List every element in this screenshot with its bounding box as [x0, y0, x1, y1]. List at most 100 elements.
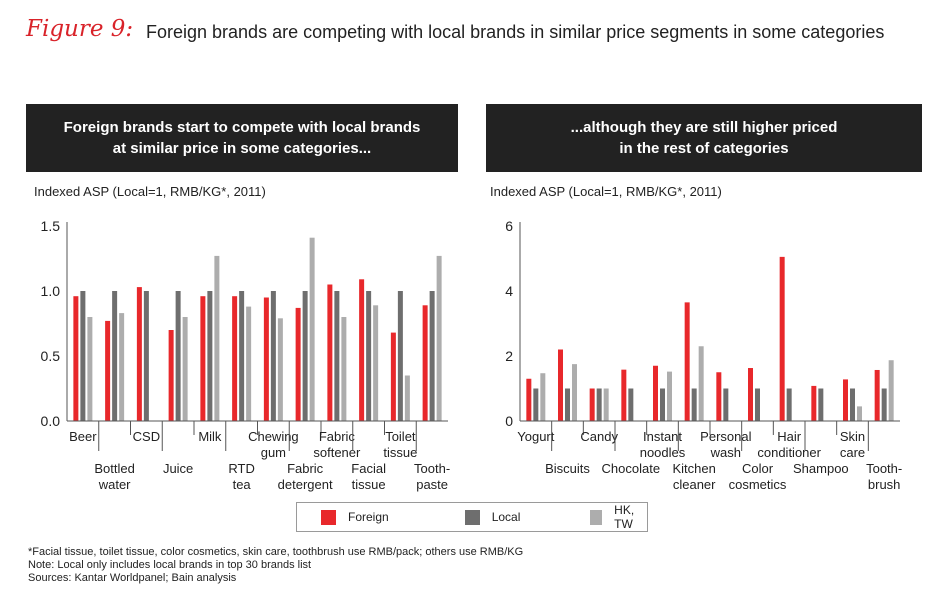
- left-bar-local: [270, 291, 276, 421]
- left-bar-foreign: [263, 297, 269, 421]
- legend-label-hktw: HK, TW: [614, 503, 635, 531]
- right-category-label: cosmetics: [729, 477, 787, 492]
- footnotes: *Facial tissue, toilet tissue, color cos…: [28, 546, 523, 585]
- right-bar-foreign: [748, 368, 753, 421]
- right-bar-local: [850, 388, 855, 421]
- left-category-label: Beer: [69, 429, 97, 444]
- figure-title: Foreign brands are competing with local …: [146, 22, 885, 42]
- left-category-label: Toilet: [385, 429, 416, 444]
- left-bar-foreign: [390, 332, 396, 421]
- right-category-label: Candy: [580, 429, 618, 444]
- left-bar-foreign: [200, 296, 206, 421]
- right-category-label: cleaner: [673, 477, 716, 492]
- left-bar-hktw: [404, 375, 410, 421]
- right-bar-local: [881, 388, 887, 421]
- footnote-1: *Facial tissue, toilet tissue, color cos…: [28, 546, 524, 558]
- right-bar-local: [660, 388, 665, 421]
- right-bar-hktw: [857, 406, 862, 421]
- right-category-label: Biscuits: [545, 461, 590, 476]
- right-bar-local: [691, 388, 697, 421]
- left-bar-hktw: [373, 305, 379, 421]
- left-bar-foreign: [359, 279, 365, 421]
- left-bar-local: [175, 291, 181, 421]
- left-bar-local: [366, 291, 372, 421]
- left-bar-foreign: [232, 296, 238, 421]
- right-category-label: Shampoo: [793, 461, 849, 476]
- left-bar-foreign: [168, 330, 174, 421]
- right-category-label: brush: [868, 477, 901, 492]
- left-bar-hktw: [341, 317, 347, 421]
- right-bar-local: [755, 388, 760, 421]
- left-bar-local: [397, 291, 403, 421]
- right-bar-hktw: [603, 388, 609, 421]
- left-bar-foreign: [295, 307, 301, 421]
- left-category-label: RTD: [228, 461, 254, 476]
- left-bar-hktw: [182, 317, 188, 421]
- right-bar-local: [533, 388, 539, 421]
- right-category-label: Color: [742, 461, 774, 476]
- left-bar-hktw: [214, 255, 220, 421]
- right-bar-hktw: [888, 360, 894, 421]
- left-panel-title-line-2: at similar price in some categories...: [112, 140, 372, 157]
- legend-swatch-foreign: [321, 509, 336, 525]
- left-bar-hktw: [277, 318, 283, 421]
- right-bar-foreign: [589, 388, 595, 421]
- left-panel-title-line-1: Foreign brands start to compete with loc…: [63, 119, 421, 136]
- left-category-label: tissue: [383, 445, 417, 460]
- right-category-label: Tooth-: [866, 461, 902, 476]
- legend-item-foreign: Foreign: [321, 509, 389, 525]
- left-category-label: Facial: [351, 461, 386, 476]
- right-bar-foreign: [811, 385, 817, 421]
- left-bar-local: [302, 291, 308, 421]
- left-category-label: Tooth-: [414, 461, 450, 476]
- left-bar-local: [429, 291, 435, 421]
- left-bar-hktw: [309, 237, 315, 421]
- figure-label: Figure 9:: [26, 16, 134, 42]
- right-category-label: Instant: [643, 429, 682, 444]
- right-category-label: noodles: [640, 445, 686, 460]
- left-bar-hktw: [246, 306, 252, 421]
- right-panel-header: ...although they are still higher priced…: [486, 104, 922, 172]
- left-bar-local: [239, 291, 245, 421]
- right-bar-foreign: [716, 372, 722, 421]
- right-bar-local: [628, 388, 634, 421]
- left-bar-hktw: [87, 317, 93, 421]
- left-category-label: tea: [233, 477, 252, 492]
- left-bar-foreign: [136, 287, 142, 421]
- left-category-label: Juice: [163, 461, 193, 476]
- left-bar-local: [143, 291, 149, 421]
- left-category-label: softener: [313, 445, 361, 460]
- right-category-label: Skin: [840, 429, 865, 444]
- left-category-label: Chewing: [248, 429, 299, 444]
- right-bar-foreign: [558, 349, 563, 421]
- left-bar-local: [334, 291, 340, 421]
- right-category-label: Chocolate: [602, 461, 661, 476]
- left-bar-local: [80, 291, 86, 421]
- right-bar-local: [596, 388, 602, 421]
- left-category-label: Bottled: [94, 461, 134, 476]
- right-bar-local: [818, 388, 824, 421]
- right-category-label: wash: [710, 445, 741, 460]
- right-category-label: Kitchen: [672, 461, 715, 476]
- right-y-axis-label: Indexed ASP (Local=1, RMB/KG*, 2011): [490, 184, 722, 199]
- left-category-label: tissue: [352, 477, 386, 492]
- right-bar-hktw: [540, 373, 546, 421]
- left-y-tick-label: 0.5: [41, 348, 61, 364]
- left-category-label: detergent: [278, 477, 333, 492]
- left-bar-hktw: [436, 255, 442, 421]
- right-bar-local: [786, 388, 792, 421]
- left-bar-foreign: [73, 296, 79, 421]
- left-bar-hktw: [119, 313, 125, 421]
- left-category-label: water: [98, 477, 131, 492]
- left-bar-foreign: [105, 320, 111, 421]
- left-y-tick-label: 0.0: [41, 413, 61, 429]
- left-category-label: CSD: [133, 429, 160, 444]
- footnote-3: Sources: Kantar Worldpanel; Bain analysi…: [28, 572, 237, 584]
- right-y-tick-label: 6: [505, 218, 513, 234]
- right-bar-foreign: [526, 378, 532, 421]
- right-category-label: conditioner: [757, 445, 821, 460]
- right-bar-foreign: [843, 379, 848, 421]
- right-bar-hktw: [698, 346, 704, 421]
- left-category-label: gum: [261, 445, 286, 460]
